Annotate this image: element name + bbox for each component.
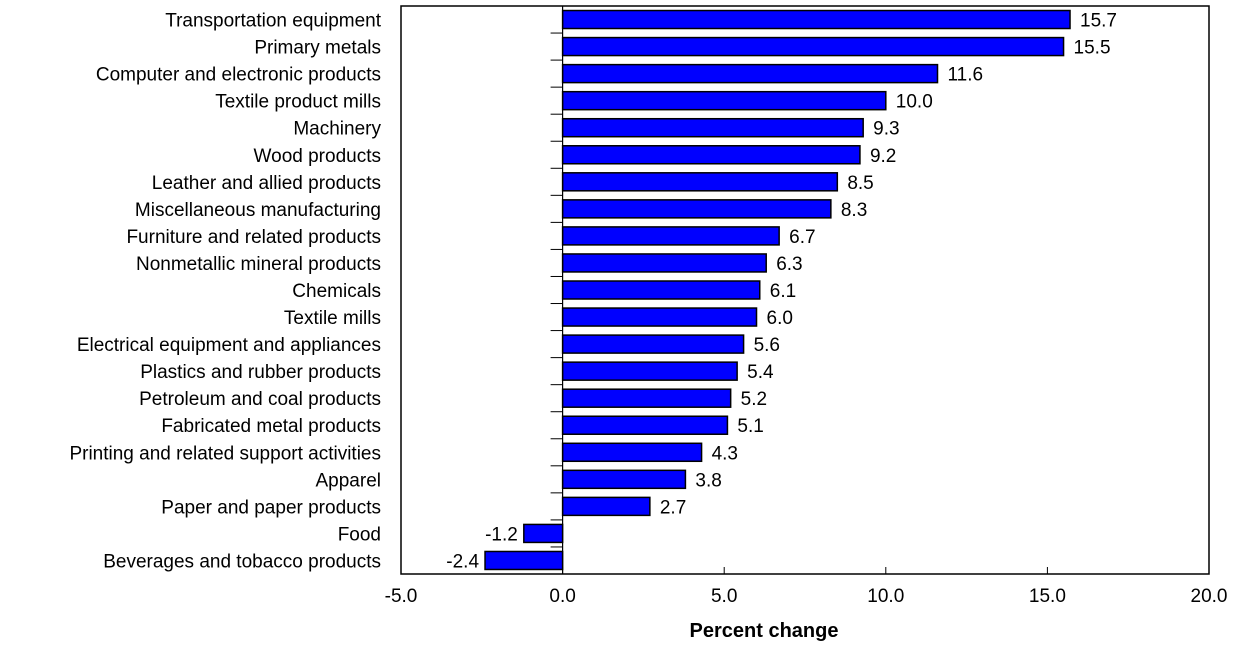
bar [561,280,761,300]
value-label: 9.2 [870,146,896,167]
value-label: 6.0 [767,308,793,329]
x-tick-label: 10.0 [867,586,904,607]
bar [561,36,1065,57]
bar [484,550,564,571]
bar [561,388,732,408]
bar [561,361,738,381]
category-label: Machinery [293,119,381,140]
value-label: 2.7 [660,497,686,518]
category-label: Petroleum and coal products [139,389,381,410]
bar [561,199,832,219]
bar [561,253,767,273]
value-label: 9.3 [873,119,899,140]
bar [561,334,745,354]
value-label: 5.4 [747,362,774,383]
bar [561,9,1071,30]
category-label: Computer and electronic products [96,65,381,86]
value-label: 8.5 [847,173,873,194]
category-label: Food [338,524,381,545]
bar [561,226,780,246]
bar [561,63,939,84]
x-tick-label: 15.0 [1029,586,1066,607]
category-label: Fabricated metal products [161,416,381,437]
value-label: 6.1 [770,281,796,302]
value-label: 4.3 [712,443,738,464]
value-label: -1.2 [485,524,518,545]
category-label: Miscellaneous manufacturing [135,200,381,221]
axes-layer [400,5,1210,575]
category-label: Printing and related support activities [69,443,381,464]
category-label: Electrical equipment and appliances [77,335,381,356]
value-label: 6.7 [789,227,815,248]
x-tick-label: 5.0 [711,586,737,607]
category-label: Paper and paper products [161,497,381,518]
category-label: Textile product mills [215,92,381,113]
bar [561,469,687,490]
value-label: 3.8 [695,470,721,491]
value-label: 6.3 [776,254,802,275]
value-label: 8.3 [841,200,867,221]
bar [561,496,651,517]
category-label: Textile mills [284,308,381,329]
category-label: Primary metals [254,38,381,59]
bar [523,523,564,544]
x-tick-label: 20.0 [1191,586,1228,607]
category-label: Chemicals [292,281,381,302]
bar [561,442,703,463]
x-axis-title: Percent change [690,620,839,642]
category-label: Plastics and rubber products [140,362,381,383]
value-label: 15.5 [1074,38,1111,59]
x-tick-label: 0.0 [549,586,575,607]
x-tick-label: -5.0 [385,586,418,607]
bar [561,172,839,192]
category-label: Wood products [254,146,381,167]
bar [561,90,887,111]
bar [561,145,861,165]
value-label: 5.2 [741,389,767,410]
labels-layer: -5.0 0.0 5.0 10.0 15.0 20.0 Transportation equ… [69,11,1227,607]
value-label: 5.6 [754,335,780,356]
value-label: 15.7 [1080,11,1117,32]
bar [561,117,864,138]
value-label: -2.4 [446,551,479,572]
bar [561,415,729,435]
category-label: Beverages and tobacco products [103,551,381,572]
category-label: Nonmetallic mineral products [136,254,381,275]
value-label: 5.1 [737,416,763,437]
value-label: 10.0 [896,92,933,113]
bar [561,307,758,327]
category-label: Transportation equipment [165,11,382,32]
category-label: Furniture and related products [126,227,381,248]
plot-frame [400,5,1210,575]
category-label: Leather and allied products [152,173,381,194]
category-label: Apparel [316,470,382,491]
value-label: 11.6 [948,65,984,86]
